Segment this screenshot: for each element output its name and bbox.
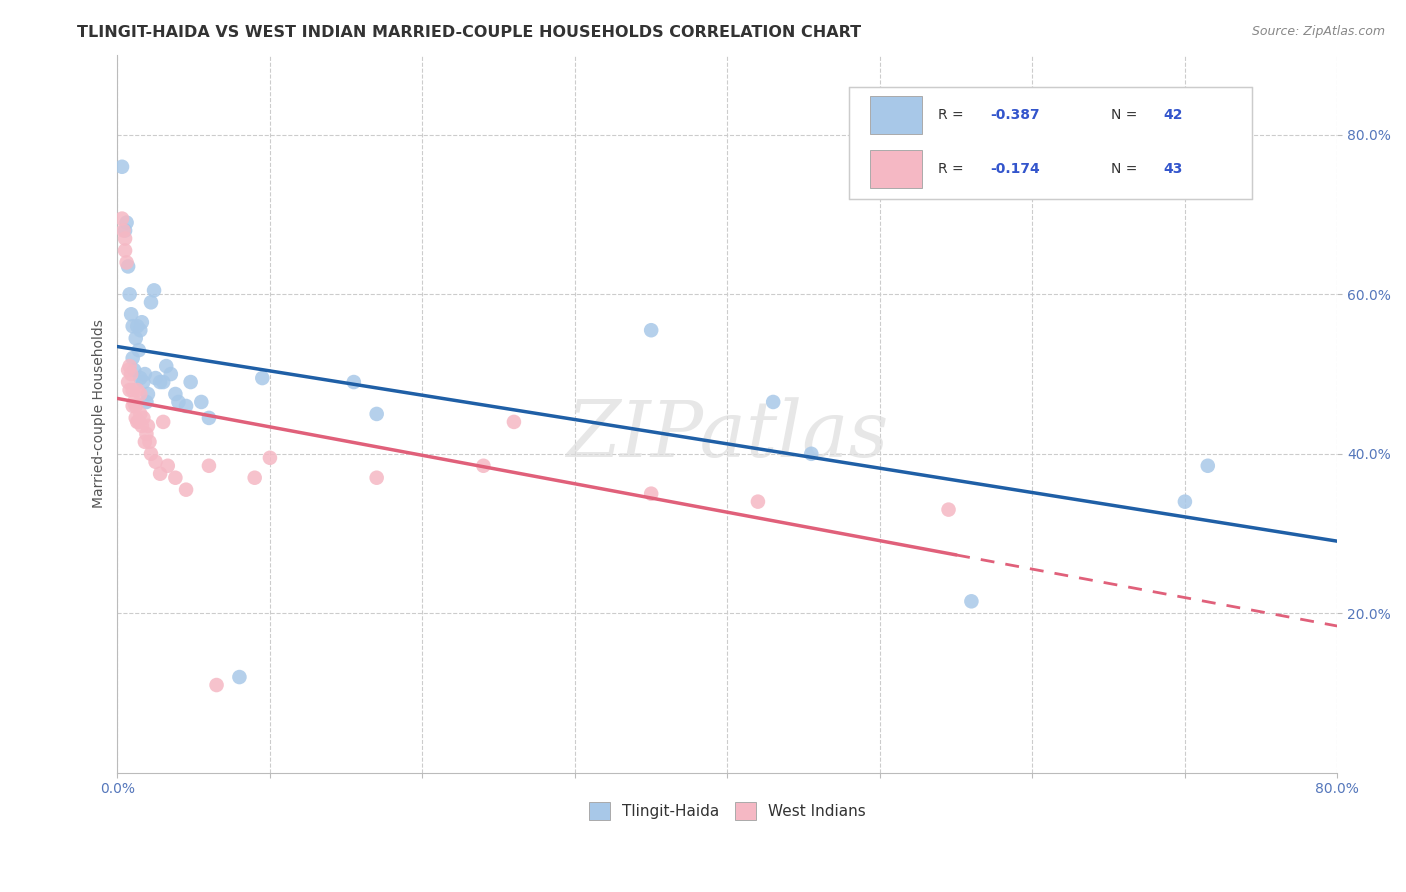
Point bbox=[125, 399, 148, 413]
Text: TLINGIT-HAIDA VS WEST INDIAN MARRIED-COUPLE HOUSEHOLDS CORRELATION CHART: TLINGIT-HAIDA VS WEST INDIAN MARRIED-COU… bbox=[77, 25, 862, 40]
Point bbox=[120, 367, 142, 381]
Point bbox=[136, 418, 159, 433]
Point bbox=[132, 375, 155, 389]
Point bbox=[117, 375, 139, 389]
Point bbox=[938, 502, 960, 516]
Point bbox=[134, 434, 156, 449]
Point bbox=[145, 371, 167, 385]
Point bbox=[118, 287, 141, 301]
Point bbox=[112, 223, 135, 237]
Point bbox=[114, 231, 136, 245]
Point bbox=[366, 471, 388, 485]
Y-axis label: Married-couple Households: Married-couple Households bbox=[93, 319, 107, 508]
Point bbox=[115, 216, 138, 230]
Point bbox=[127, 415, 149, 429]
Point bbox=[117, 363, 139, 377]
Point bbox=[138, 434, 160, 449]
Point bbox=[198, 458, 221, 473]
Point bbox=[503, 415, 526, 429]
Point bbox=[114, 244, 136, 258]
Point bbox=[127, 383, 149, 397]
Point bbox=[129, 371, 152, 385]
Point bbox=[174, 399, 197, 413]
Point bbox=[129, 407, 152, 421]
Point bbox=[128, 343, 150, 358]
Point bbox=[127, 319, 149, 334]
Point bbox=[121, 399, 143, 413]
Point bbox=[472, 458, 495, 473]
Point bbox=[115, 255, 138, 269]
Point bbox=[114, 223, 136, 237]
Point bbox=[762, 395, 785, 409]
Legend: Tlingit-Haida, West Indians: Tlingit-Haida, West Indians bbox=[582, 797, 872, 826]
Point bbox=[111, 160, 134, 174]
Point bbox=[122, 395, 145, 409]
Point bbox=[118, 359, 141, 373]
Point bbox=[149, 467, 172, 481]
Point bbox=[139, 295, 162, 310]
Point bbox=[960, 594, 983, 608]
Point bbox=[131, 418, 153, 433]
Point bbox=[1197, 458, 1219, 473]
Point bbox=[165, 387, 187, 401]
Point bbox=[125, 331, 148, 345]
Point bbox=[135, 395, 157, 409]
Point bbox=[747, 494, 769, 508]
Point bbox=[120, 307, 142, 321]
Point bbox=[121, 351, 143, 365]
Point bbox=[155, 359, 177, 373]
Point bbox=[640, 323, 662, 337]
Point bbox=[152, 375, 174, 389]
Point bbox=[125, 411, 148, 425]
Point bbox=[132, 411, 155, 425]
Point bbox=[165, 471, 187, 485]
Point bbox=[122, 363, 145, 377]
Point bbox=[149, 375, 172, 389]
Text: Source: ZipAtlas.com: Source: ZipAtlas.com bbox=[1251, 25, 1385, 38]
Point bbox=[139, 447, 162, 461]
Point bbox=[343, 375, 366, 389]
Point bbox=[190, 395, 212, 409]
Point bbox=[111, 211, 134, 226]
Point bbox=[117, 260, 139, 274]
Point bbox=[366, 407, 388, 421]
Point bbox=[121, 383, 143, 397]
Point bbox=[180, 375, 202, 389]
Point bbox=[129, 387, 152, 401]
Point bbox=[121, 319, 143, 334]
Point bbox=[118, 383, 141, 397]
Point bbox=[640, 486, 662, 500]
Point bbox=[131, 315, 153, 329]
Point bbox=[1174, 494, 1197, 508]
Point bbox=[198, 411, 221, 425]
Point bbox=[143, 284, 166, 298]
Point bbox=[156, 458, 179, 473]
Point bbox=[129, 323, 152, 337]
Point bbox=[145, 455, 167, 469]
Point bbox=[136, 387, 159, 401]
Point bbox=[167, 395, 190, 409]
Point bbox=[228, 670, 250, 684]
Point bbox=[205, 678, 228, 692]
Point bbox=[159, 367, 181, 381]
Point bbox=[259, 450, 281, 465]
Point bbox=[174, 483, 197, 497]
Point bbox=[243, 471, 266, 485]
Point bbox=[128, 415, 150, 429]
Point bbox=[800, 447, 823, 461]
Point bbox=[252, 371, 274, 385]
Point bbox=[135, 426, 157, 441]
Point bbox=[134, 367, 156, 381]
Point bbox=[152, 415, 174, 429]
Text: ZIPatlas: ZIPatlas bbox=[567, 397, 889, 474]
